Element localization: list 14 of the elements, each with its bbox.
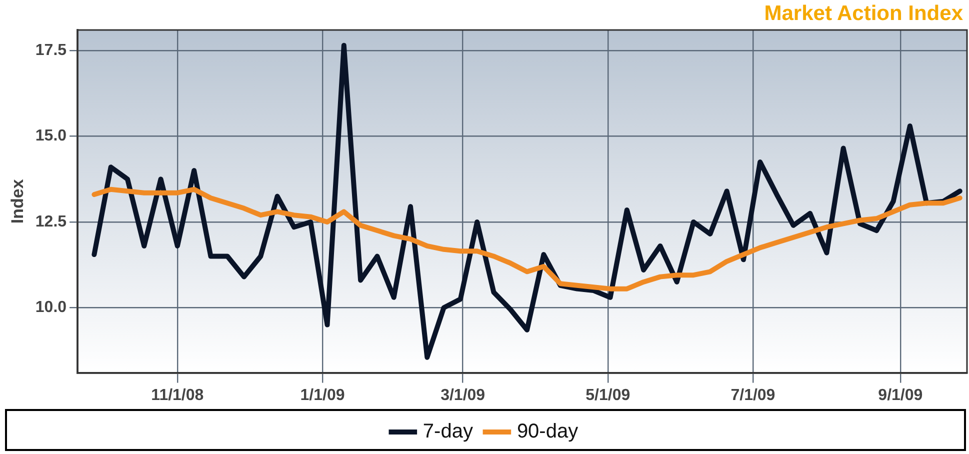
x-tick-label: 3/1/09 (440, 386, 486, 404)
x-tick-label: 11/1/08 (151, 386, 204, 404)
y-tick-label: 12.5 (35, 213, 67, 230)
x-tick-label: 9/1/09 (878, 386, 923, 404)
y-tick-label: 17.5 (35, 42, 67, 59)
y-axis-title: Index (8, 178, 27, 224)
x-tick-label: 1/1/09 (300, 386, 345, 404)
chart-title: Market Action Index (764, 2, 963, 26)
legend-label: 90-day (516, 420, 578, 443)
y-tick-label: 10.0 (35, 299, 67, 316)
x-tick-label: 5/1/09 (586, 386, 630, 404)
y-tick-label: 15.0 (35, 128, 67, 145)
legend-label: 7-day (422, 420, 473, 443)
x-tick-label: 7/1/09 (730, 386, 776, 404)
